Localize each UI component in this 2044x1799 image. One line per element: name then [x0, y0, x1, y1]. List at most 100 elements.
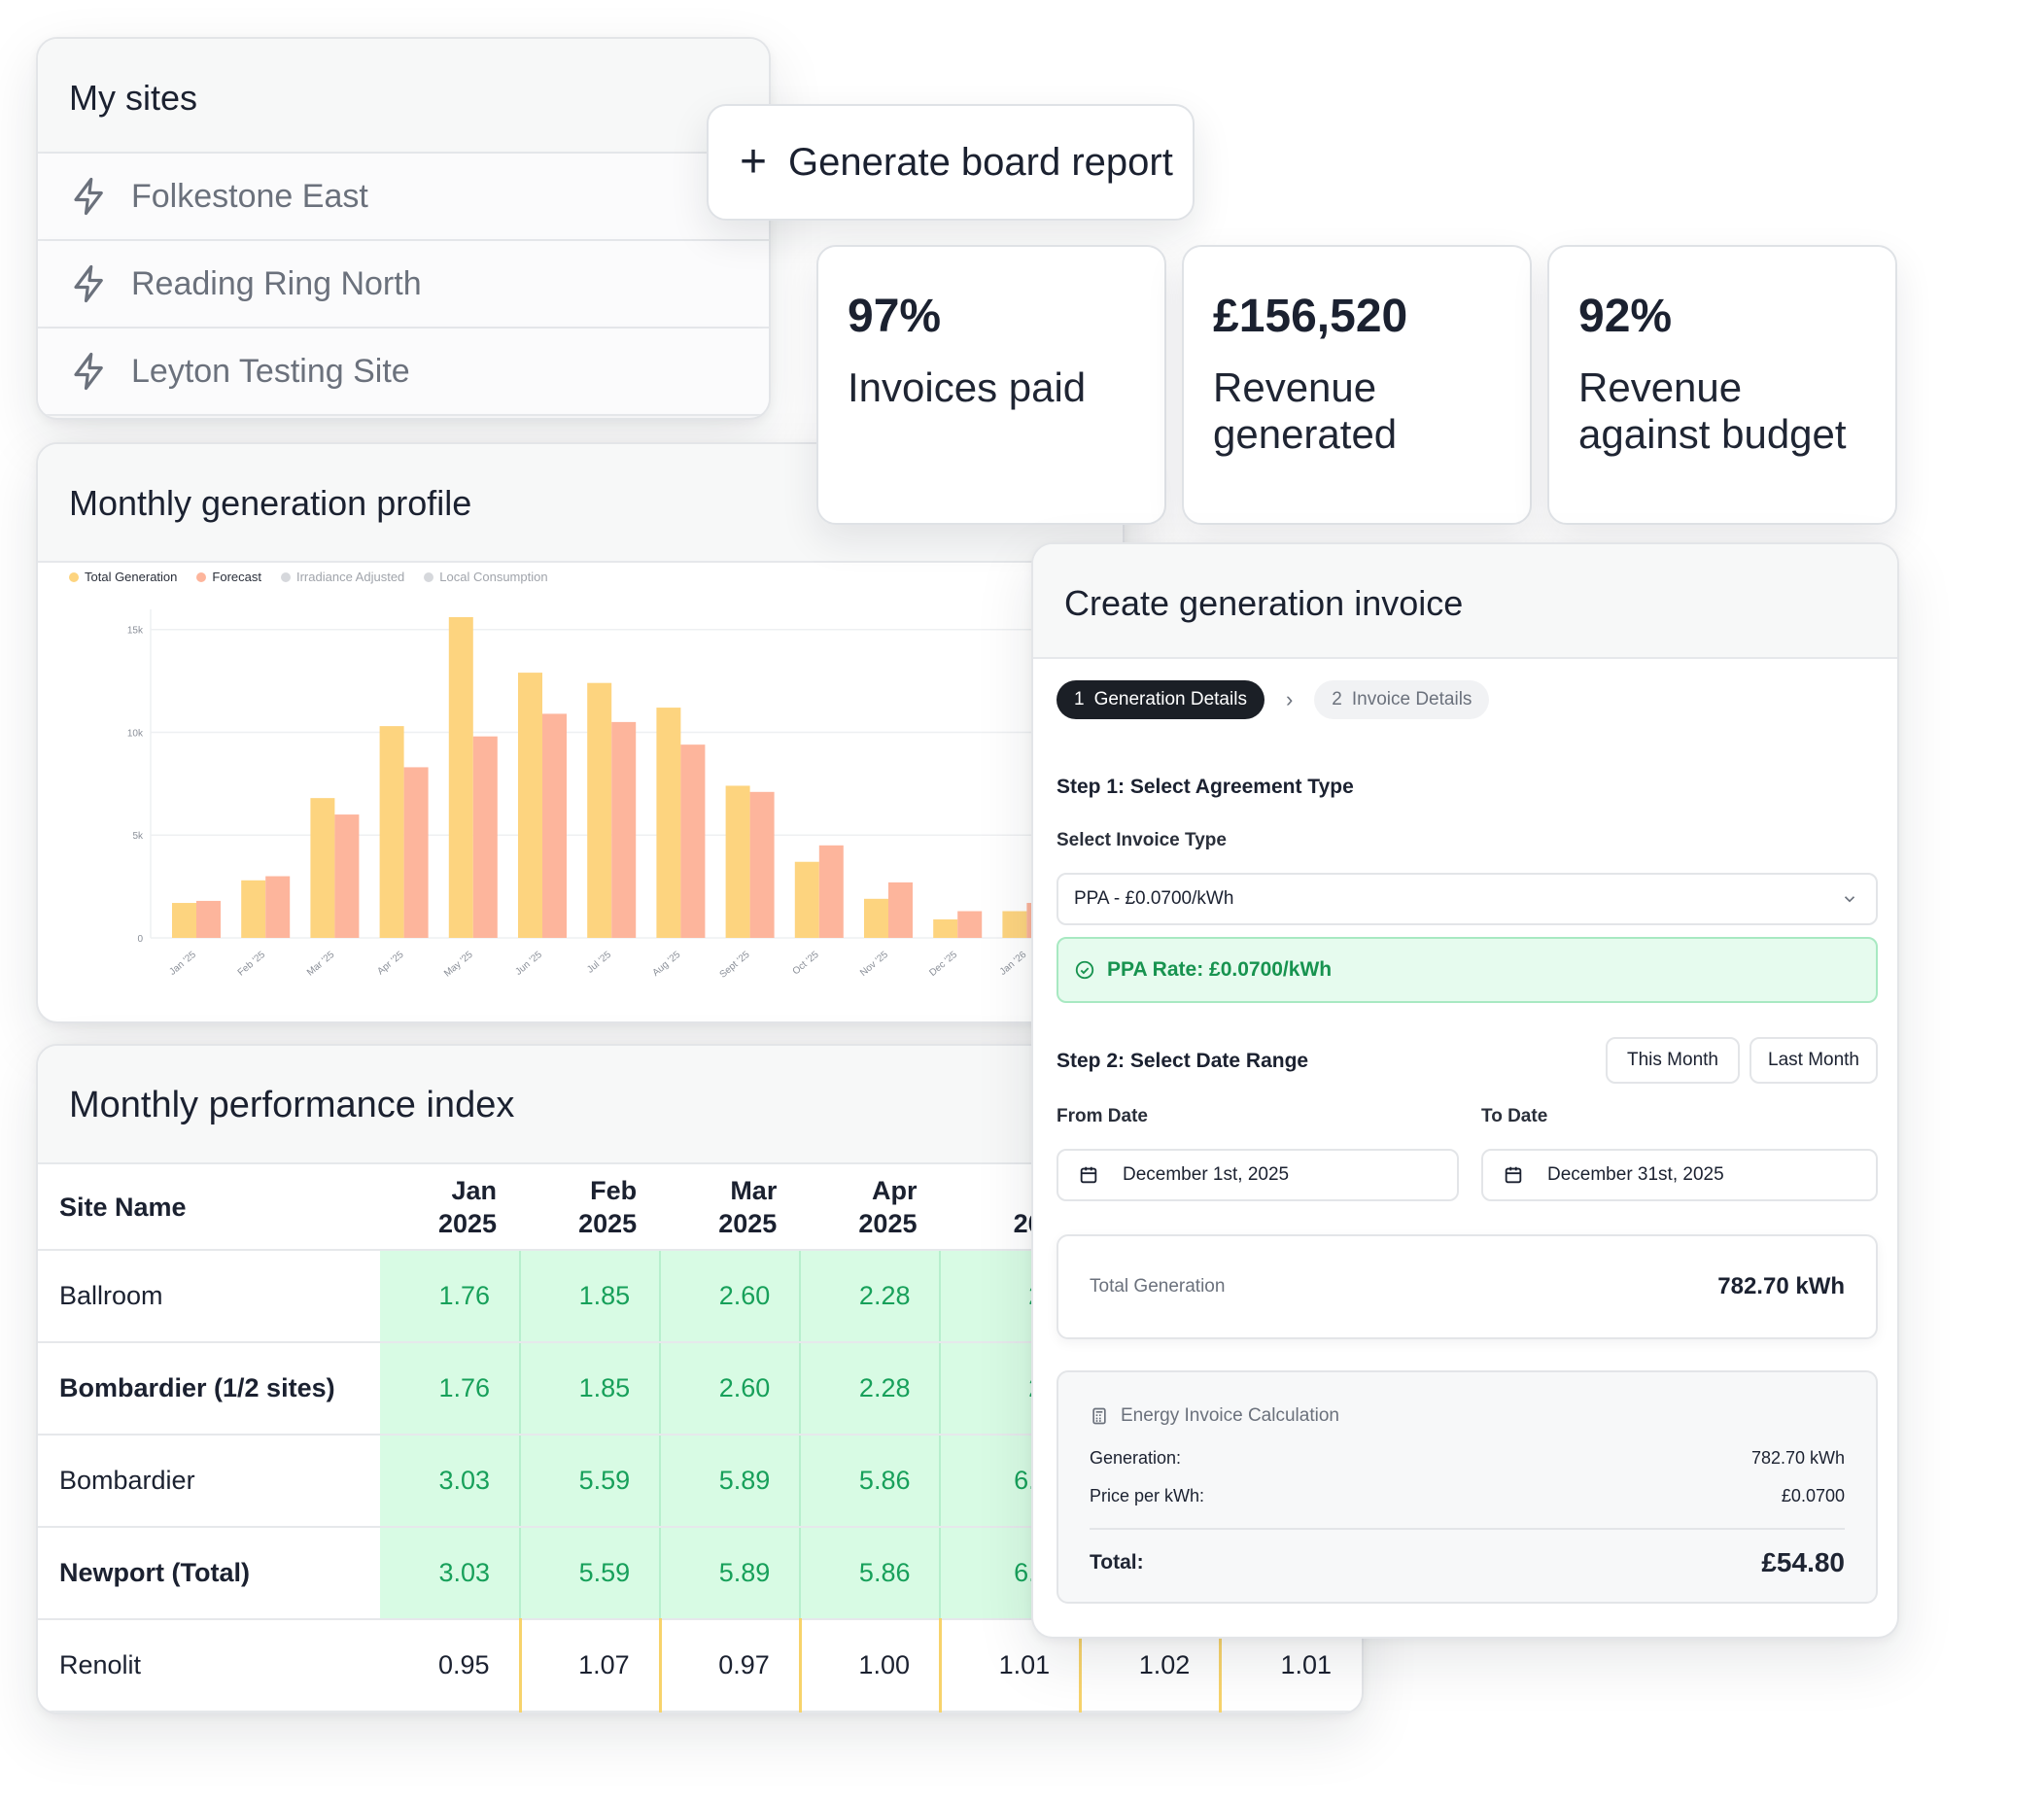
column-header-year: 2025: [437, 1208, 498, 1238]
legend-item-local-consumption[interactable]: Local Consumption: [424, 570, 548, 584]
site-item-label: Leyton Testing Site: [131, 352, 410, 390]
index-cell: 1.85: [520, 1250, 662, 1343]
calc-price-value: £0.0700: [1781, 1486, 1845, 1505]
x-tick-label: Feb '25: [236, 950, 268, 979]
kpi-revenue-generated: £156,520 Revenue generated: [1182, 245, 1532, 525]
legend-label: Irradiance Adjusted: [295, 570, 405, 584]
site-name-cell: Ballroom: [38, 1250, 380, 1343]
bolt-icon: [74, 264, 103, 303]
create-invoice-title: Create generation invoice: [1064, 583, 1464, 623]
bar-total-generation: [1002, 911, 1027, 938]
bar-total-generation: [448, 617, 473, 938]
x-tick-label: Jan '25: [167, 950, 198, 978]
legend-label: Local Consumption: [439, 570, 548, 584]
bar-forecast: [680, 744, 706, 938]
x-tick-label: Nov '25: [858, 950, 890, 979]
step-pill-generation-details[interactable]: 1 Generation Details: [1057, 680, 1265, 719]
bar-total-generation: [172, 903, 196, 938]
plus-icon: +: [740, 136, 768, 188]
divider: [1090, 1528, 1845, 1530]
column-header-year: 2025: [718, 1208, 778, 1238]
total-generation-value: 782.70 kWh: [1717, 1273, 1845, 1299]
x-tick-label: Oct '25: [791, 950, 821, 978]
chevron-down-icon: [1844, 896, 1855, 903]
kpi-value: £156,520: [1213, 291, 1408, 342]
last-month-button[interactable]: Last Month: [1750, 1037, 1878, 1084]
site-item-reading-ring-north[interactable]: Reading Ring North: [38, 241, 769, 329]
total-generation-box: Total Generation 782.70 kWh: [1057, 1234, 1878, 1339]
x-tick-label: May '25: [442, 950, 475, 980]
x-tick-label: Jan '26: [998, 950, 1029, 978]
site-item-folkestone-east[interactable]: Folkestone East: [38, 154, 769, 241]
column-header-feb-2025[interactable]: Feb 2025: [520, 1164, 661, 1251]
legend-item-total-generation[interactable]: Total Generation: [69, 570, 177, 584]
my-sites-header: My sites: [38, 39, 769, 154]
x-tick-label: Dec '25: [927, 950, 959, 979]
kpi-revenue-against-budget: 92% Revenue against budget: [1547, 245, 1897, 525]
index-cell: 1.00: [800, 1619, 942, 1713]
kpi-invoices-paid: 97% Invoices paid: [816, 245, 1166, 525]
calc-total-value: £54.80: [1761, 1547, 1845, 1577]
x-tick-label: Aug '25: [651, 950, 683, 979]
to-date-picker[interactable]: December 31st, 2025: [1481, 1149, 1878, 1201]
step-pill-invoice-details[interactable]: 2 Invoice Details: [1314, 680, 1490, 719]
from-date-picker[interactable]: December 1st, 2025: [1057, 1149, 1459, 1201]
this-month-button[interactable]: This Month: [1606, 1037, 1740, 1084]
column-header-apr-2025[interactable]: Apr 2025: [800, 1164, 941, 1251]
from-date-label: From Date: [1057, 1106, 1148, 1126]
column-header-month: Feb: [590, 1175, 638, 1205]
column-header-mar-2025[interactable]: Mar 2025: [660, 1164, 801, 1251]
invoice-stepper: 1 Generation Details › 2 Invoice Details: [1057, 680, 1490, 719]
legend-item-irradiance-adjusted[interactable]: Irradiance Adjusted: [280, 570, 405, 584]
index-cell: 2.60: [660, 1250, 802, 1343]
bar-total-generation: [864, 898, 888, 938]
generate-board-report-button[interactable]: + Generate board report: [707, 104, 1195, 221]
bar-forecast: [749, 791, 775, 938]
kpi-value: 92%: [1578, 291, 1673, 342]
create-invoice-card: Create generation invoice 1 Generation D…: [1031, 542, 1899, 1639]
index-cell: 2.28: [800, 1250, 942, 1343]
legend-label: Total Generation: [85, 570, 178, 584]
site-name-cell: Bombardier: [38, 1435, 380, 1528]
invoice-type-label: Select Invoice Type: [1057, 830, 1227, 850]
bar-total-generation: [518, 673, 542, 938]
generation-profile-title: Monthly generation profile: [69, 483, 472, 523]
step2-title: Step 2: Select Date Range: [1057, 1050, 1309, 1072]
bar-forecast: [611, 721, 637, 938]
chart-legend: Total Generation Forecast Irradiance Adj…: [69, 570, 548, 584]
legend-label: Forecast: [212, 570, 261, 584]
y-tick-label: 15k: [127, 626, 144, 637]
invoice-type-select[interactable]: PPA - £0.0700/kWh: [1057, 873, 1878, 925]
index-cell: 5.89: [660, 1527, 802, 1620]
site-name-cell: Bombardier (1/2 sites): [38, 1342, 380, 1436]
calendar-icon: [1080, 1166, 1097, 1184]
y-tick-label: 0: [137, 934, 143, 945]
bar-total-generation: [794, 861, 819, 938]
chevron-right-icon: ›: [1285, 687, 1294, 711]
calc-price-label: Price per kWh:: [1090, 1486, 1205, 1505]
my-sites-title: My sites: [69, 78, 198, 118]
performance-table: Site Name Jan 2025 Feb 2025 Mar 2025 Apr 202…: [38, 1164, 1362, 1713]
column-header-site-name[interactable]: Site Name: [38, 1164, 380, 1251]
invoice-type-value: PPA - £0.0700/kWh: [1074, 888, 1234, 909]
x-tick-label: Jun '25: [513, 950, 544, 978]
column-header-year: 2025: [858, 1208, 918, 1238]
y-tick-label: 5k: [132, 831, 144, 842]
column-header-month: Jan: [451, 1175, 498, 1205]
column-header-year: 2025: [578, 1208, 638, 1238]
index-cell: 2.60: [660, 1342, 802, 1436]
step-label: Invoice Details: [1351, 689, 1472, 709]
calendar-icon: [1505, 1166, 1522, 1184]
legend-item-forecast[interactable]: Forecast: [196, 570, 261, 584]
site-item-leyton-testing-site[interactable]: Leyton Testing Site: [38, 329, 769, 416]
table-row[interactable]: Renolit 0.95 1.07 0.97 1.00 1.01 1.02 1.…: [38, 1619, 1361, 1713]
column-header-jan-2025[interactable]: Jan 2025: [379, 1164, 521, 1251]
bolt-icon: [74, 177, 103, 216]
x-tick-label: Jul '25: [585, 950, 613, 976]
performance-index-title: Monthly performance index: [69, 1085, 515, 1125]
bar-total-generation: [725, 785, 750, 938]
bar-total-generation: [310, 798, 335, 938]
invoice-calculation-box: Energy Invoice Calculation Generation: 7…: [1057, 1370, 1878, 1604]
bar-forecast: [334, 814, 360, 938]
site-item-label: Folkestone East: [131, 177, 368, 215]
